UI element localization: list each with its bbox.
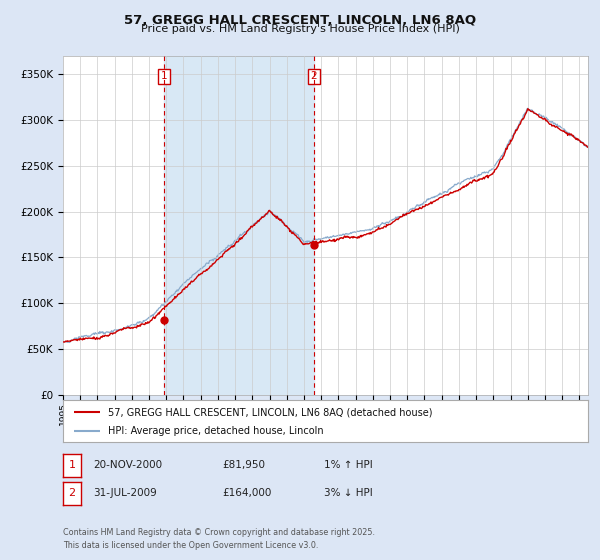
- Text: 2: 2: [311, 71, 317, 81]
- Text: 57, GREGG HALL CRESCENT, LINCOLN, LN6 8AQ (detached house): 57, GREGG HALL CRESCENT, LINCOLN, LN6 8A…: [107, 407, 432, 417]
- Text: 57, GREGG HALL CRESCENT, LINCOLN, LN6 8AQ: 57, GREGG HALL CRESCENT, LINCOLN, LN6 8A…: [124, 14, 476, 27]
- Text: HPI: Average price, detached house, Lincoln: HPI: Average price, detached house, Linc…: [107, 426, 323, 436]
- Text: 1: 1: [68, 460, 76, 470]
- Text: 1% ↑ HPI: 1% ↑ HPI: [324, 460, 373, 470]
- Bar: [164, 56, 314, 395]
- Text: 1: 1: [161, 71, 167, 81]
- Text: 31-JUL-2009: 31-JUL-2009: [93, 488, 157, 498]
- Text: 2: 2: [68, 488, 76, 498]
- Text: Price paid vs. HM Land Registry's House Price Index (HPI): Price paid vs. HM Land Registry's House …: [140, 24, 460, 34]
- Text: Contains HM Land Registry data © Crown copyright and database right 2025.
This d: Contains HM Land Registry data © Crown c…: [63, 528, 375, 550]
- Text: £81,950: £81,950: [222, 460, 265, 470]
- Text: 3% ↓ HPI: 3% ↓ HPI: [324, 488, 373, 498]
- Text: 20-NOV-2000: 20-NOV-2000: [93, 460, 162, 470]
- Text: £164,000: £164,000: [222, 488, 271, 498]
